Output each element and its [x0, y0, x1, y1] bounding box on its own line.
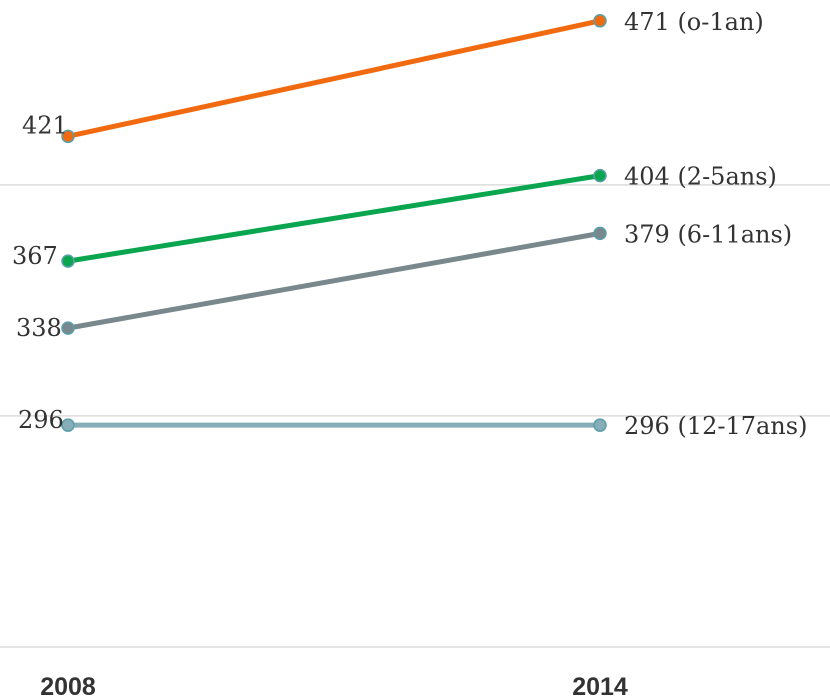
x-tick-label: 2008	[40, 673, 96, 700]
start-value-label: 367	[12, 242, 58, 270]
data-point	[593, 226, 607, 241]
start-value-label: 421	[22, 111, 68, 139]
gridlines	[0, 184, 830, 648]
data-point	[593, 14, 607, 28]
start-value-label: 296	[18, 406, 64, 434]
data-point	[593, 168, 607, 183]
series-4: 296 296 (12-17ans)	[18, 406, 807, 440]
end-value-label: 296 (12-17ans)	[624, 412, 807, 440]
data-point	[61, 129, 75, 144]
series-line	[65, 230, 603, 331]
data-point	[61, 321, 75, 335]
data-point	[593, 418, 607, 432]
series-line	[65, 173, 603, 264]
series-1: 421 471 (o-1an)	[22, 8, 764, 144]
data-point	[61, 254, 75, 268]
x-axis-ticks: 2008 2014	[40, 673, 628, 700]
x-tick-label: 2014	[572, 673, 628, 700]
series-line	[65, 18, 603, 139]
end-value-label: 404 (2-5ans)	[624, 163, 777, 191]
series-2: 367 404 (2-5ans)	[12, 163, 777, 270]
end-value-label: 379 (6-11ans)	[624, 220, 792, 248]
end-value-label: 471 (o-1an)	[624, 8, 764, 36]
series-3: 338 379 (6-11ans)	[16, 220, 792, 342]
start-value-label: 338	[16, 314, 62, 342]
data-point	[61, 418, 75, 432]
